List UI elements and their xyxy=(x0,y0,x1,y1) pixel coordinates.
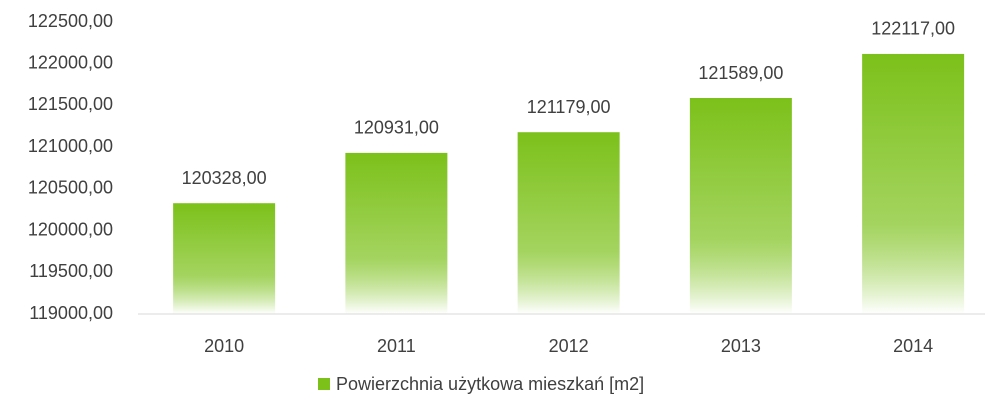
bar xyxy=(689,98,792,315)
x-tick-label: 2010 xyxy=(204,336,244,356)
data-label: 120328,00 xyxy=(182,168,267,188)
y-tick-label: 120500,00 xyxy=(28,178,113,198)
x-tick-label: 2012 xyxy=(549,336,589,356)
legend-label: Powierzchnia użytkowa mieszkań [m2] xyxy=(336,374,644,394)
y-tick-label: 121500,00 xyxy=(28,94,113,114)
y-tick-label: 122500,00 xyxy=(28,11,113,31)
x-tick-label: 2014 xyxy=(893,336,933,356)
legend-swatch xyxy=(318,378,330,390)
y-tick-label: 122000,00 xyxy=(28,52,113,72)
y-tick-label: 120000,00 xyxy=(28,219,113,239)
x-tick-label: 2011 xyxy=(377,336,416,356)
data-label: 121589,00 xyxy=(698,63,783,83)
bar xyxy=(517,132,620,314)
data-label: 120931,00 xyxy=(354,118,439,138)
y-tick-label: 121000,00 xyxy=(28,136,113,156)
bar xyxy=(173,203,276,314)
bar xyxy=(345,152,448,314)
x-tick-label: 2013 xyxy=(721,336,761,356)
bar xyxy=(862,53,965,314)
data-label: 122117,00 xyxy=(871,19,955,39)
data-label: 121179,00 xyxy=(527,97,611,117)
y-tick-label: 119000,00 xyxy=(29,303,113,323)
y-tick-label: 119500,00 xyxy=(29,261,113,281)
